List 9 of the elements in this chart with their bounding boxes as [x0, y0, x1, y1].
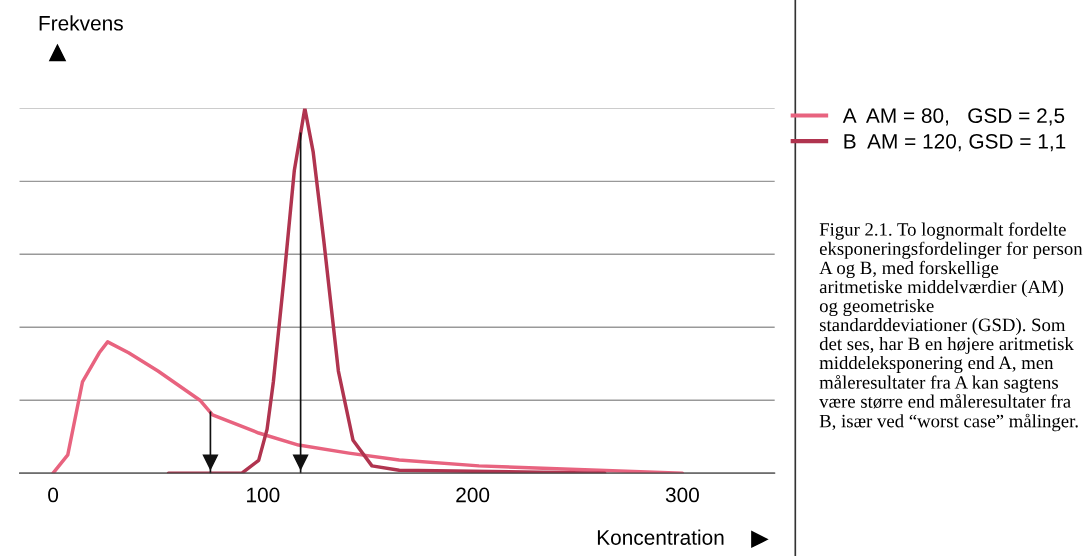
x-tick-label: 200	[456, 487, 490, 503]
legend-label: A AM = 80, GSD = 2,5	[842, 108, 1065, 126]
x-tick-label: 0	[48, 487, 59, 503]
legend-label: B AM = 120, GSD = 1,1	[844, 133, 1066, 152]
text: Figur 2.1. To lognormalt fordelte eksponeringsfordelinger for person A og B, med forskellige aritmetiske middelværdier (AM) og geometriske standarddeviationer (GSD). Som det ses, har B en højere aritmetisk middeleksponering end A, men måleresultater fra A kan sagtens være større end måleresultater fra B, især ved “worst case” målinger.	[819, 222, 1083, 432]
x-tick-label: 100	[247, 487, 280, 503]
x-axis-title: Koncentration	[597, 529, 724, 545]
y-axis-title: Frekvens	[39, 15, 123, 31]
x-tick-label: 300	[665, 487, 699, 503]
